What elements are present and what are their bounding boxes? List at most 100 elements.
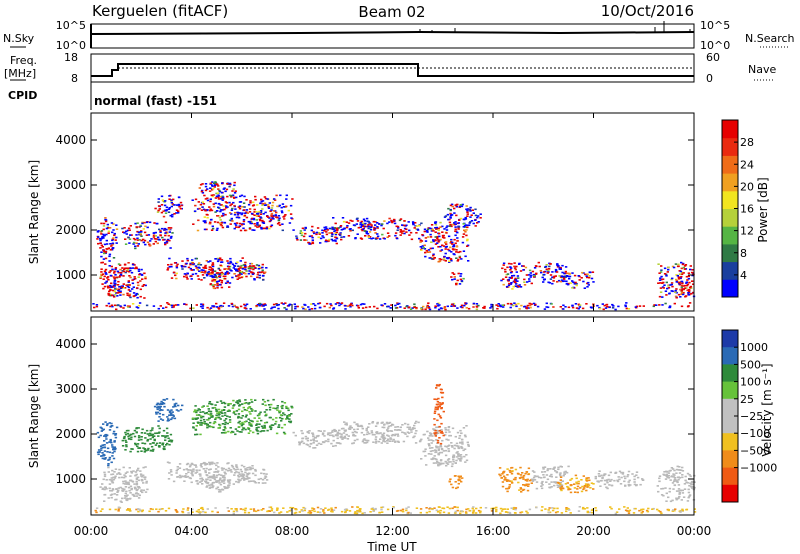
power-cell [127,267,130,270]
velocity-cell [264,414,267,417]
power-cell [562,276,566,279]
power-cell [117,263,121,265]
velocity-cell [391,440,394,442]
velocity-cell [207,408,210,410]
velocity-cell [166,442,169,445]
velocity-cell [110,461,113,464]
velocity-cell [100,449,103,451]
velocity-cell [547,511,551,514]
power-cell [453,253,456,256]
velocity-cell [133,483,136,485]
velocity-cell [425,464,428,466]
power-cell [110,245,113,247]
velocity-cell [410,429,413,431]
velocity-cell [305,438,308,440]
power-cell [229,257,232,260]
power-cell [228,262,231,265]
velocity-cell [169,433,173,436]
velocity-cell [663,471,666,473]
velocity-cell [692,485,695,488]
velocity-cell [676,480,679,482]
power-cell [425,249,428,252]
power-cell [374,221,377,223]
velocity-cell [550,486,553,488]
velocity-cell [228,480,231,483]
power-cell [555,271,559,273]
velocity-cell [439,417,443,419]
power-cell [112,276,116,278]
power-cell [587,276,591,279]
velocity-cell [444,445,447,448]
velocity-cell [245,414,248,416]
power-cell [430,258,434,260]
velocity-cell [456,486,459,489]
velocity-cell [526,512,529,514]
velocity-cell [195,414,199,416]
velocity-cell [693,486,696,489]
velocity-cell [583,485,587,487]
velocity-colorbar-swatch [722,467,738,486]
velocity-cell [674,508,677,510]
power-cell [216,282,219,285]
velocity-cell [187,471,190,474]
power-cell [670,290,673,292]
power-cell [240,223,244,226]
velocity-cell [453,444,457,447]
velocity-cell [535,487,539,490]
power-cell [107,292,110,295]
velocity-cell [437,449,440,451]
power-cell [437,241,440,243]
velocity-cell [557,466,560,469]
velocity-cell [253,480,256,483]
velocity-cell [499,474,502,477]
power-cell [535,265,538,268]
power-cell [204,198,208,200]
power-cell [529,276,532,278]
velocity-cell [236,430,239,432]
power-cell [528,269,532,272]
power-cell [211,272,214,275]
power-cell [434,306,437,309]
power-cell [665,281,668,284]
power-cell [198,270,201,272]
velocity-cell [276,507,279,509]
velocity-cell [286,407,290,410]
power-cell [452,273,456,275]
power-cell [514,279,518,281]
power-cell [270,218,273,221]
velocity-cell [427,439,431,441]
velocity-cell [235,509,238,511]
velocity-cell [199,473,202,475]
velocity-cell [399,509,403,512]
power-cell [394,232,398,234]
power-cell [430,230,434,232]
velocity-cell [248,422,251,424]
power-cell [349,219,352,222]
velocity-cell [685,508,688,511]
power-cell [378,238,382,240]
power-cell [667,287,671,289]
power-cell [428,251,432,253]
power-cell [227,262,230,264]
velocity-cell [324,440,327,442]
velocity-cell [175,402,178,405]
velocity-cell [109,426,112,428]
velocity-cell [189,464,192,466]
velocity-cell [556,511,559,513]
velocity-cell [160,400,163,403]
velocity-cell [510,482,514,484]
power-cell [441,225,444,228]
velocity-cell [463,455,466,458]
power-cell [453,207,456,210]
power-cell [351,220,354,222]
velocity-cell [255,429,259,432]
velocity-cell [134,474,137,477]
power-cell [341,228,345,231]
velocity-cell [199,433,202,436]
power-cell [100,244,103,247]
velocity-cell [467,508,470,510]
power-cell [304,227,307,229]
xtick-label: 16:00 [476,524,511,538]
power-cell [209,208,212,210]
power-cell [294,305,297,308]
